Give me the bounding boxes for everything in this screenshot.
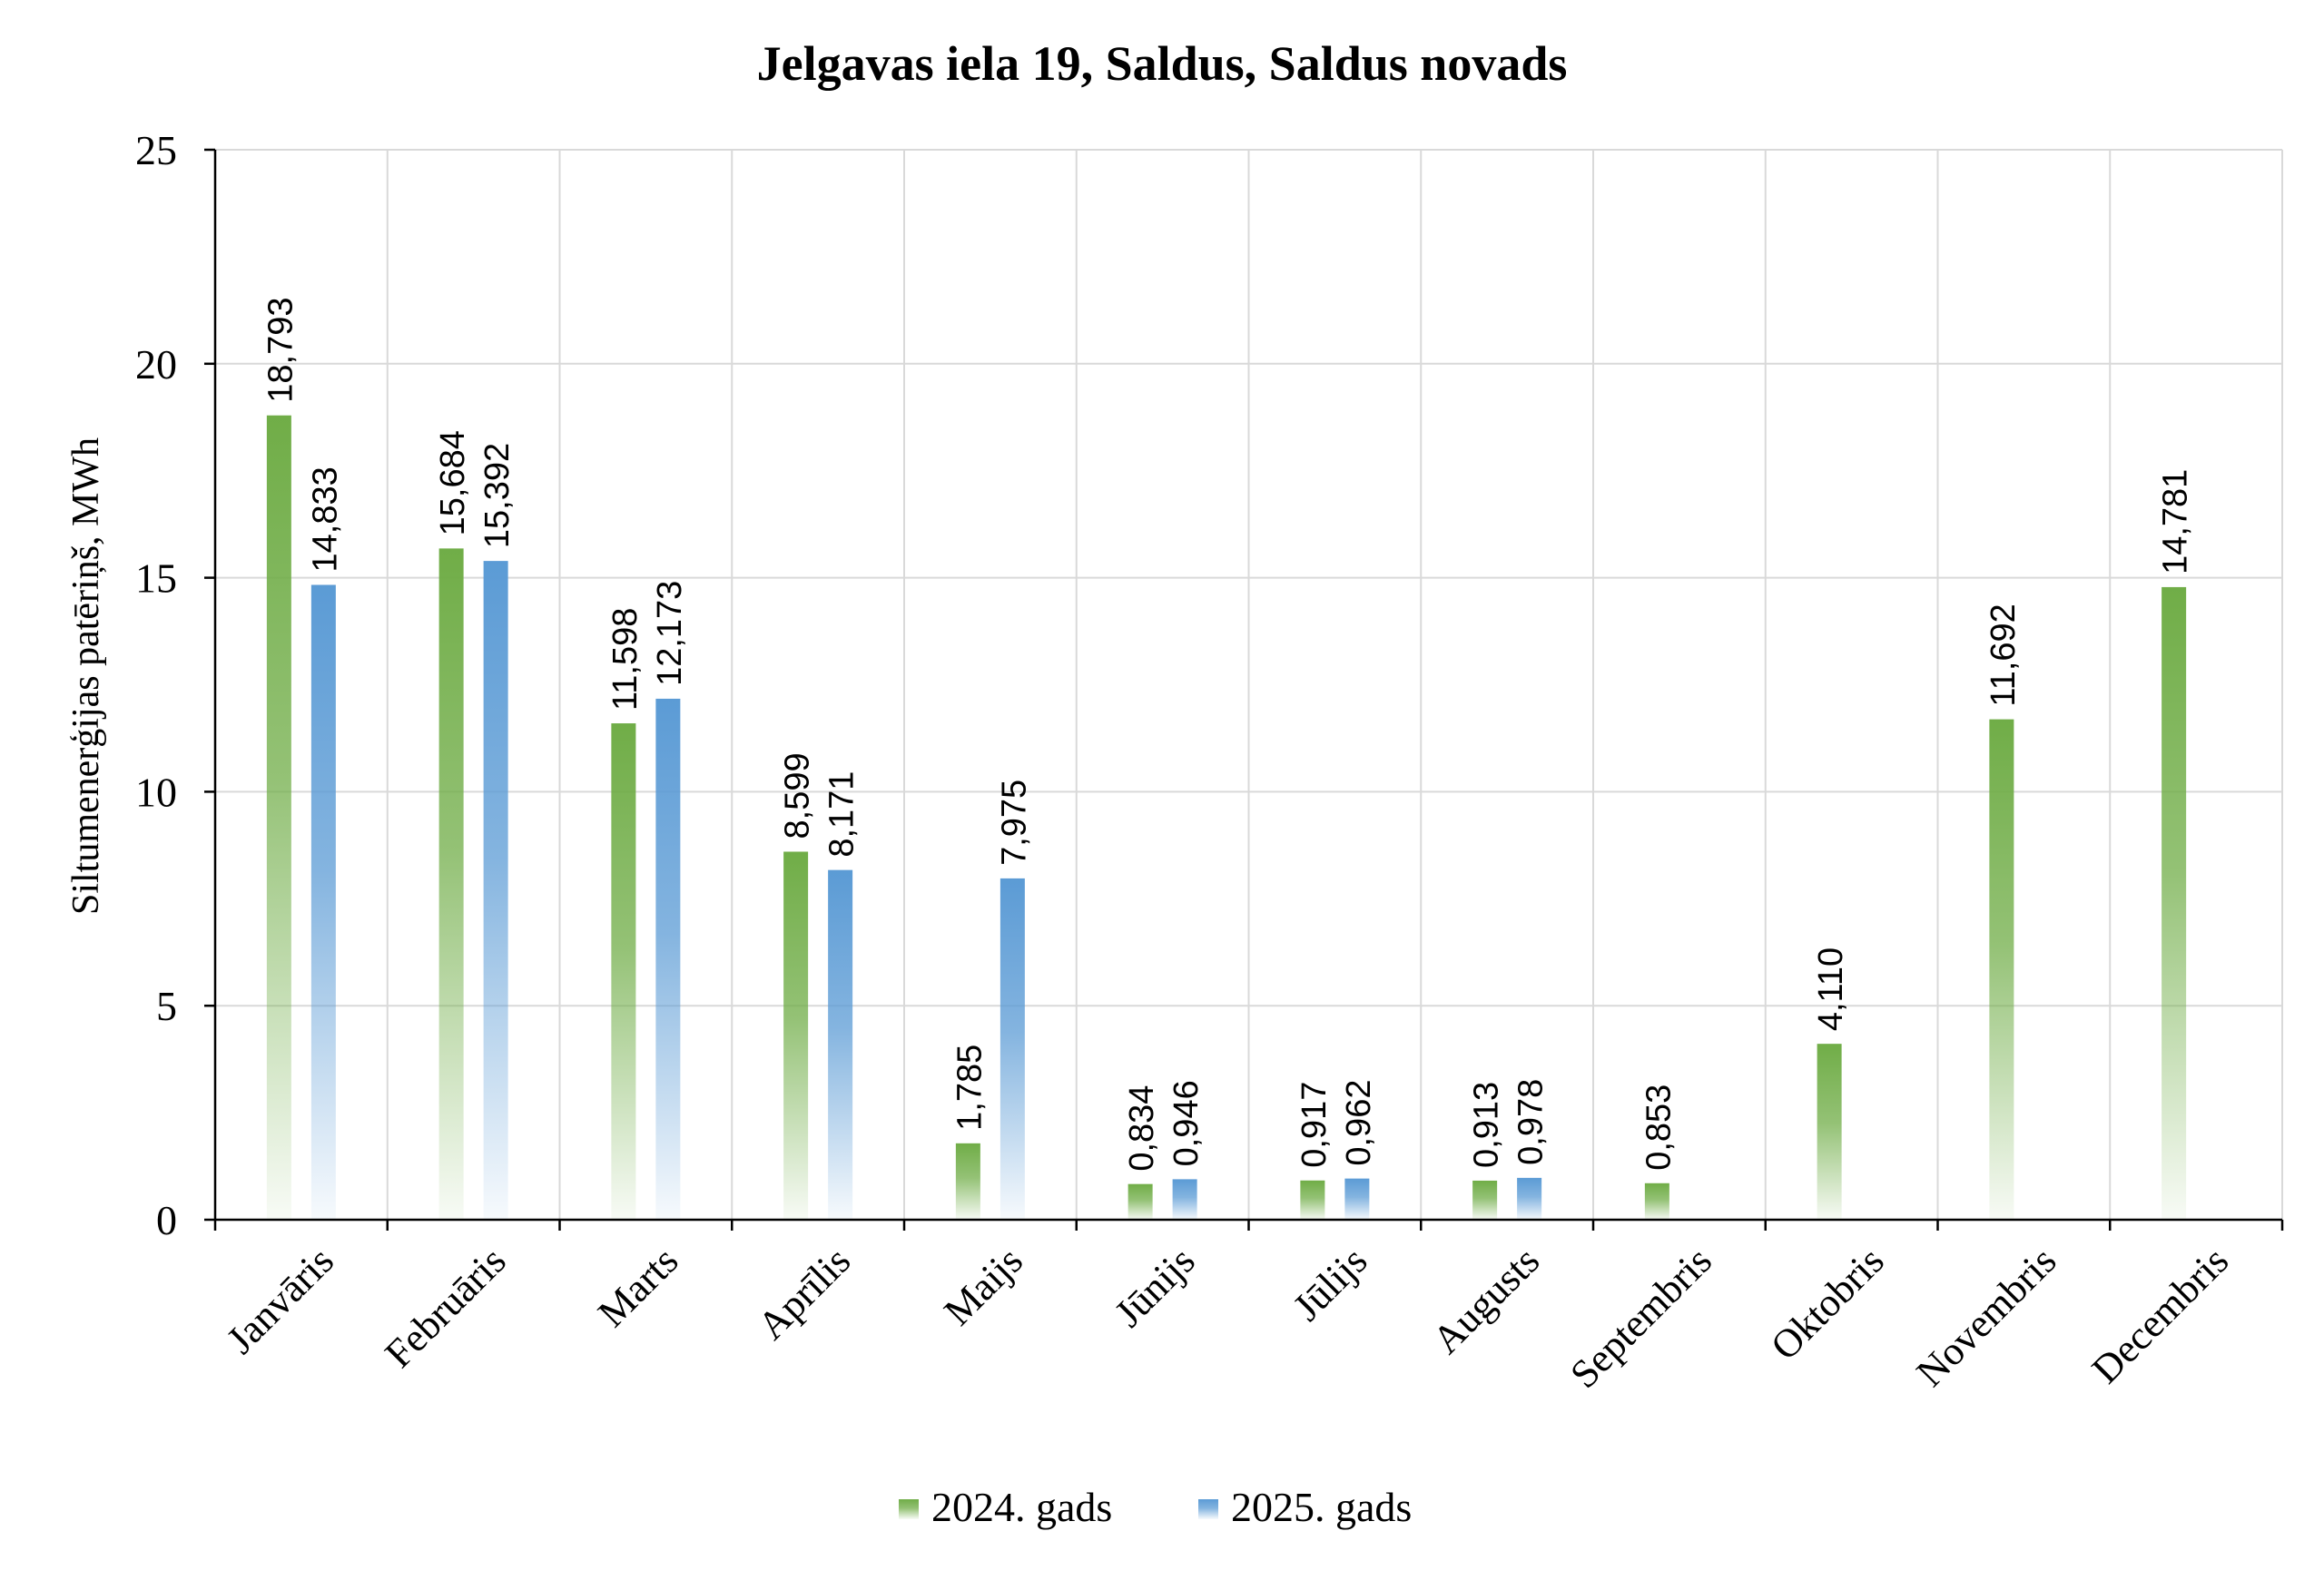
- bar-series1-10: [1989, 719, 2014, 1220]
- x-tick-label: Augusts: [1424, 1238, 1549, 1362]
- y-tick-label: 10: [135, 769, 177, 815]
- bar-series2-6: [1344, 1178, 1370, 1220]
- data-label: 0,913: [1468, 1082, 1506, 1168]
- bar-series2-2: [655, 698, 681, 1220]
- bar-series2-5: [1172, 1179, 1197, 1220]
- gridlines: [215, 149, 2283, 1220]
- y-tick-label: 20: [135, 341, 177, 388]
- y-tick-label: 0: [156, 1197, 177, 1243]
- data-label: 15,392: [478, 443, 517, 548]
- chart-title: Jelgavas iela 19, Saldus, Saldus novads: [757, 36, 1568, 91]
- data-label: 15,684: [434, 430, 472, 535]
- x-tick-label: Oktobris: [1762, 1238, 1893, 1369]
- data-label: 0,917: [1295, 1082, 1334, 1168]
- data-label: 0,853: [1640, 1085, 1678, 1171]
- data-label: 11,692: [1984, 604, 2023, 706]
- bar-series1-7: [1472, 1180, 1498, 1220]
- bar-series2-7: [1517, 1177, 1542, 1220]
- bar-series1-1: [438, 548, 464, 1220]
- bar-series2-3: [828, 869, 853, 1220]
- x-tick-label: Jūnijs: [1106, 1238, 1203, 1335]
- x-tick-label: Aprīlis: [749, 1238, 859, 1348]
- data-label: 7,975: [995, 780, 1033, 866]
- x-tick-label: Novembris: [1908, 1238, 2065, 1395]
- data-label: 18,793: [261, 297, 300, 402]
- data-label: 0,834: [1123, 1085, 1161, 1172]
- data-label: 14,781: [2157, 469, 2195, 574]
- bar-series1-2: [611, 723, 636, 1220]
- data-label: 14,833: [306, 466, 344, 572]
- legend-label: 2024. gads: [931, 1484, 1112, 1530]
- bar-series1-0: [266, 415, 291, 1220]
- bars: [266, 415, 2187, 1220]
- data-label: 8,599: [779, 752, 817, 839]
- bar-series1-8: [1644, 1183, 1669, 1220]
- data-label: 1,785: [950, 1045, 989, 1131]
- data-label: 0,962: [1340, 1080, 1378, 1166]
- bar-series1-4: [955, 1143, 980, 1220]
- bar-series1-5: [1128, 1183, 1153, 1220]
- data-label: 11,598: [606, 608, 645, 711]
- bar-series1-11: [2162, 586, 2187, 1220]
- x-tick-label: Maijs: [935, 1238, 1031, 1334]
- y-tick-label: 15: [135, 555, 177, 602]
- bar-series2-0: [310, 584, 336, 1220]
- bar-series1-9: [1817, 1044, 1842, 1220]
- y-axis-label: Siltumenerģijas patēriņš, MWh: [65, 437, 107, 915]
- bar-series1-6: [1300, 1180, 1325, 1220]
- x-tick-label: Februāris: [377, 1238, 515, 1376]
- y-tick-label: 5: [156, 983, 177, 1029]
- x-tick-label: Marts: [589, 1238, 686, 1335]
- bar-series2-4: [1000, 878, 1025, 1220]
- data-label: 0,946: [1167, 1080, 1206, 1166]
- x-tick-label: Jūlijs: [1285, 1238, 1375, 1329]
- x-tick-label: Septembris: [1561, 1238, 1720, 1397]
- legend: 2024. gads 2025. gads: [899, 1484, 1412, 1530]
- bar-series2-1: [483, 561, 508, 1220]
- legend-label: 2025. gads: [1231, 1484, 1412, 1530]
- legend-swatch: [1198, 1499, 1218, 1519]
- x-tick-label: Janvāris: [218, 1238, 342, 1362]
- legend-swatch: [899, 1499, 919, 1519]
- y-tick-label: 25: [135, 127, 177, 173]
- bar-series1-3: [783, 851, 809, 1220]
- data-label: 4,110: [1812, 947, 1850, 1031]
- data-label: 12,173: [651, 581, 689, 686]
- data-label: 8,171: [823, 771, 862, 858]
- x-tick-label: Decembris: [2083, 1238, 2237, 1391]
- data-label: 0,978: [1512, 1079, 1551, 1165]
- data-labels: 18,793 14,833 15,684 15,392 11,598 12,173 8,59…: [261, 297, 2194, 1171]
